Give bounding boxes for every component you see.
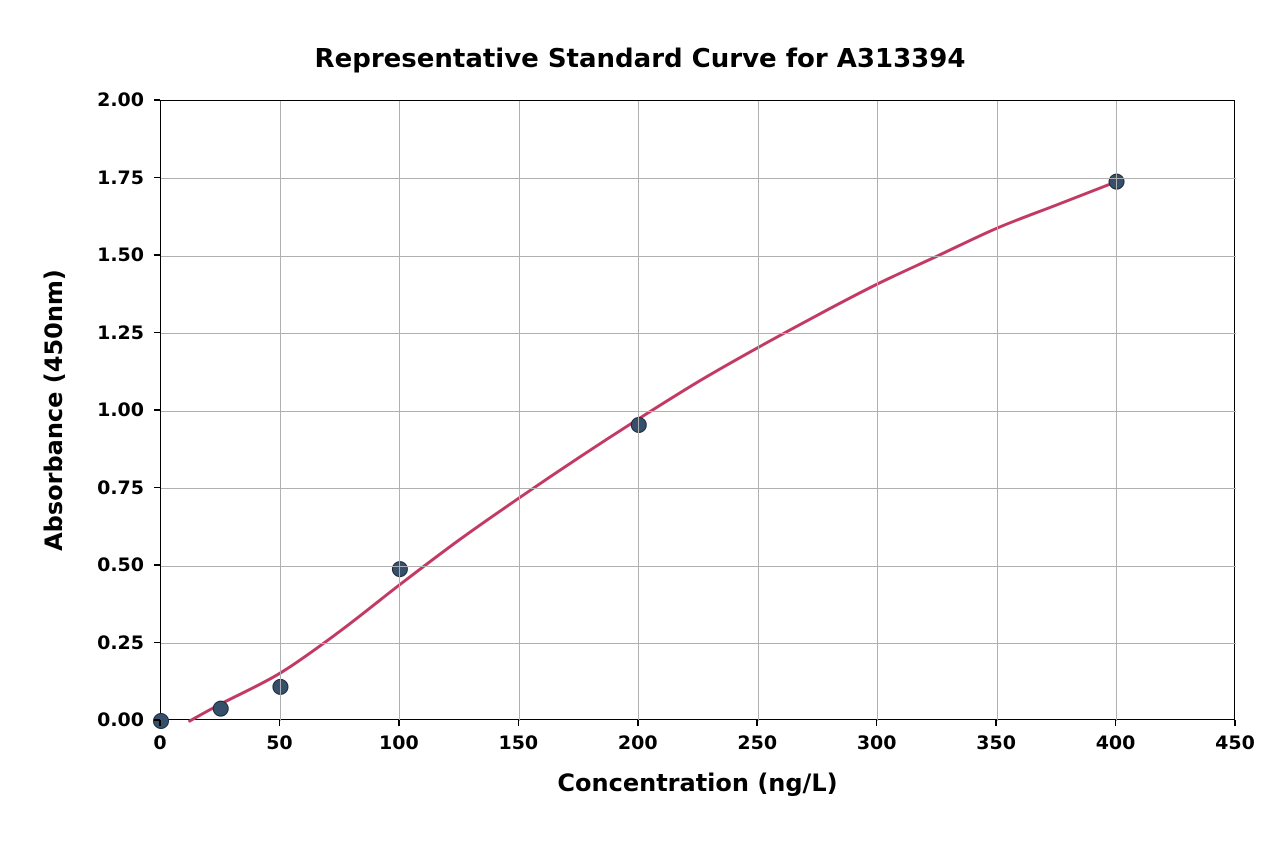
y-grid-line [161, 488, 1236, 489]
y-tick-mark [154, 487, 160, 489]
x-tick-mark [1115, 720, 1117, 726]
y-grid-line [161, 643, 1236, 644]
x-tick-mark [518, 720, 520, 726]
x-tick-label: 200 [618, 732, 658, 754]
y-tick-label: 2.00 [94, 89, 144, 111]
y-tick-label: 0.50 [94, 554, 144, 576]
x-tick-mark [756, 720, 758, 726]
x-tick-mark [995, 720, 997, 726]
y-tick-mark [154, 564, 160, 566]
x-tick-mark [279, 720, 281, 726]
x-tick-mark [398, 720, 400, 726]
y-tick-mark [154, 642, 160, 644]
x-tick-label: 350 [976, 732, 1016, 754]
x-tick-label: 0 [153, 732, 166, 754]
data-point [213, 701, 228, 716]
y-tick-mark [154, 99, 160, 101]
y-tick-label: 1.75 [94, 167, 144, 189]
y-grid-line [161, 256, 1236, 257]
fit-curve [190, 182, 1117, 721]
figure: Representative Standard Curve for A31339… [0, 0, 1280, 845]
y-tick-label: 0.75 [94, 477, 144, 499]
x-tick-label: 400 [1096, 732, 1136, 754]
y-tick-label: 1.50 [94, 244, 144, 266]
y-tick-label: 0.25 [94, 632, 144, 654]
y-tick-mark [154, 719, 160, 721]
x-tick-mark [876, 720, 878, 726]
y-grid-line [161, 333, 1236, 334]
x-tick-mark [1234, 720, 1236, 726]
x-tick-mark [159, 720, 161, 726]
x-tick-label: 250 [737, 732, 777, 754]
chart-title: Representative Standard Curve for A31339… [0, 44, 1280, 74]
x-tick-label: 50 [266, 732, 292, 754]
y-grid-line [161, 178, 1236, 179]
y-tick-mark [154, 177, 160, 179]
y-tick-mark [154, 254, 160, 256]
x-tick-label: 150 [498, 732, 538, 754]
x-tick-label: 300 [857, 732, 897, 754]
plot-area [160, 100, 1235, 720]
y-tick-mark [154, 409, 160, 411]
x-tick-label: 450 [1215, 732, 1255, 754]
y-grid-line [161, 566, 1236, 567]
y-tick-label: 0.00 [94, 709, 144, 731]
data-point [154, 714, 169, 729]
x-axis-label: Concentration (ng/L) [557, 769, 837, 797]
x-tick-label: 100 [379, 732, 419, 754]
y-tick-label: 1.00 [94, 399, 144, 421]
y-tick-mark [154, 332, 160, 334]
y-tick-label: 1.25 [94, 322, 144, 344]
x-tick-mark [637, 720, 639, 726]
y-grid-line [161, 411, 1236, 412]
y-axis-label: Absorbance (450nm) [40, 269, 68, 551]
